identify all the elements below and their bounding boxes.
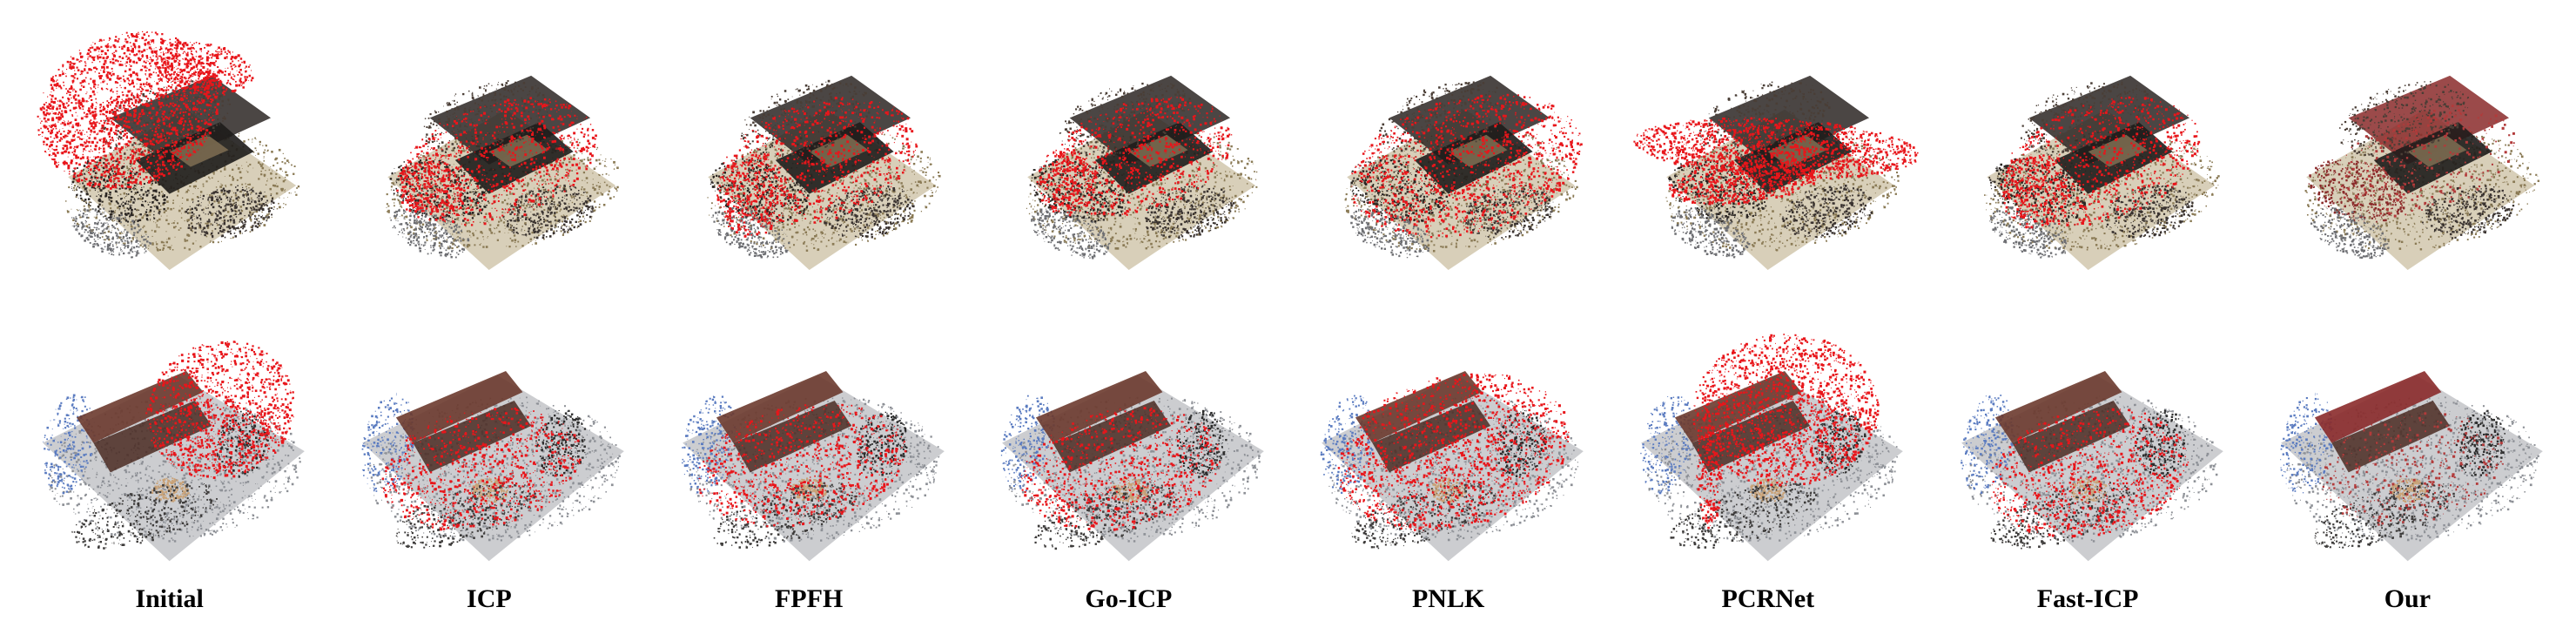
method-label-our: Our: [2256, 582, 2559, 617]
pointcloud-scene-1-fasticp: [1936, 12, 2240, 300]
point-cloud-render: [386, 75, 619, 270]
method-label-pnlk: PNLK: [1296, 582, 1600, 617]
result-grid: [17, 12, 2559, 599]
point-cloud-render: [2279, 370, 2543, 562]
point-cloud-render: [43, 341, 305, 562]
pointcloud-scene-2-fpfh: [657, 312, 961, 599]
pointcloud-scene-2-fasticp: [1936, 312, 2240, 599]
point-cloud-render: [1633, 75, 1919, 270]
method-label-icp: ICP: [337, 582, 641, 617]
pointcloud-scene-1-pcrnet: [1616, 12, 1920, 300]
point-cloud-render: [1026, 75, 1258, 270]
pointcloud-scene-2-our: [2256, 312, 2559, 599]
point-cloud-render: [1344, 75, 1583, 270]
pointcloud-scene-1-fpfh: [657, 12, 961, 300]
point-cloud-render: [1640, 334, 1904, 562]
point-cloud-render: [37, 30, 300, 270]
pointcloud-scene-1-pnlk: [1296, 12, 1600, 300]
method-label-pcrnet: PCRNet: [1616, 582, 1920, 617]
pointcloud-scene-1-initial: [17, 12, 321, 300]
pointcloud-scene-1-icp: [337, 12, 641, 300]
method-label-initial: Initial: [17, 582, 321, 617]
point-cloud-render: [1000, 370, 1264, 562]
pointcloud-scene-2-goicp: [977, 312, 1281, 599]
pointcloud-scene-1-our: [2256, 12, 2559, 300]
method-label-fpfh: FPFH: [657, 582, 961, 617]
point-cloud-render: [1983, 75, 2220, 270]
pointcloud-scene-2-pnlk: [1296, 312, 1600, 599]
method-label-goicp: Go-ICP: [977, 582, 1281, 617]
point-cloud-render: [681, 370, 945, 562]
pointcloud-scene-2-icp: [337, 312, 641, 599]
method-labels: Initial ICP FPFH Go-ICP PNLK PCRNet Fast-ICP Ou…: [17, 582, 2559, 617]
pointcloud-scene-1-goicp: [977, 12, 1281, 300]
point-cloud-render: [1960, 370, 2223, 562]
point-cloud-render: [1320, 370, 1584, 562]
point-cloud-render: [2304, 75, 2539, 270]
pointcloud-scene-2-initial: [17, 312, 321, 599]
method-label-fasticp: Fast-ICP: [1936, 582, 2240, 617]
pointcloud-scene-2-pcrnet: [1616, 312, 1920, 599]
point-cloud-render: [706, 75, 941, 270]
point-cloud-render: [361, 370, 625, 562]
